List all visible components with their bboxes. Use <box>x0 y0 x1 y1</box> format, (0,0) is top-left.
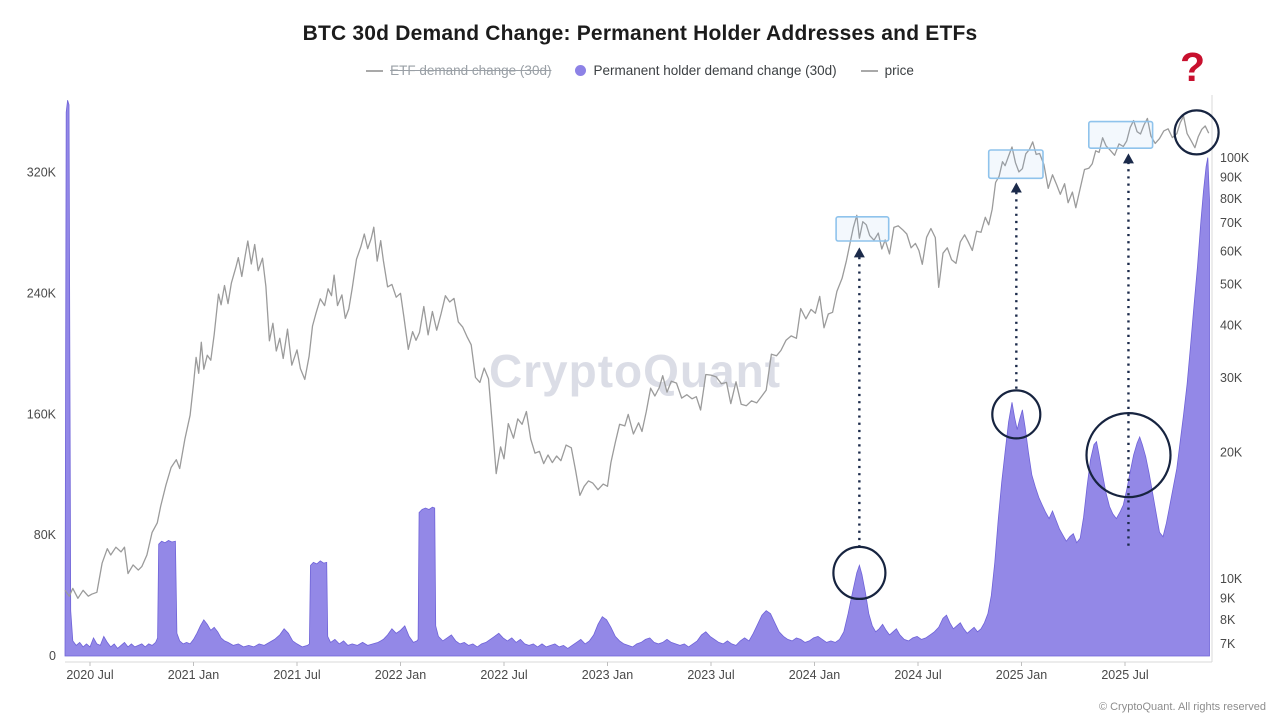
x-axis-tick-label: 2024 Jan <box>789 668 840 682</box>
price-line <box>64 115 1210 599</box>
right-axis-tick-label: 9K <box>1220 591 1236 605</box>
annotation-arrowhead-icon <box>1122 153 1134 164</box>
cryptoquant-watermark: CryptoQuant <box>488 345 782 397</box>
right-axis-tick-label: 8K <box>1220 613 1236 627</box>
right-axis-tick-label: 30K <box>1220 371 1243 385</box>
left-axis-tick-label: 80K <box>34 528 57 542</box>
annotation-box <box>835 216 890 242</box>
annotation-box <box>987 149 1044 180</box>
permanent-holder-demand-area <box>64 100 1210 657</box>
x-axis-tick-label: 2025 Jul <box>1101 668 1148 682</box>
annotation-arrowhead-icon <box>1010 182 1022 193</box>
right-axis-tick-label: 70K <box>1220 216 1243 230</box>
legend-item-permanent-holder[interactable]: Permanent holder demand change (30d) <box>575 63 837 78</box>
legend-label-price: price <box>884 63 914 78</box>
x-axis-tick-label: 2025 Jan <box>996 668 1047 682</box>
right-axis-tick-label: 60K <box>1220 244 1243 258</box>
annotation-circle <box>1085 412 1172 499</box>
left-axis-tick-label: 0 <box>49 649 56 663</box>
legend-label-etf-demand: ETF demand change (30d) <box>390 63 552 78</box>
x-axis-tick-label: 2023 Jul <box>687 668 734 682</box>
x-axis-tick-label: 2020 Jul <box>66 668 113 682</box>
question-mark-annotation: ? <box>1180 44 1206 90</box>
legend-item-etf-demand[interactable]: ETF demand change (30d) <box>366 63 551 78</box>
legend-item-price[interactable]: price <box>860 63 914 78</box>
right-axis-tick-label: 20K <box>1220 445 1243 459</box>
right-axis-tick-label: 80K <box>1220 192 1243 206</box>
x-axis-tick-label: 2023 Jan <box>582 668 633 682</box>
left-axis-tick-label: 160K <box>27 407 57 421</box>
right-axis-tick-label: 50K <box>1220 278 1243 292</box>
annotation-circle <box>1173 109 1220 156</box>
x-axis-tick-label: 2021 Jul <box>273 668 320 682</box>
annotation-circle <box>991 389 1042 440</box>
chart-title: BTC 30d Demand Change: Permanent Holder … <box>302 22 978 45</box>
x-axis-tick-label: 2024 Jul <box>894 668 941 682</box>
right-axis-tick-label: 90K <box>1220 170 1243 184</box>
permanent-holder-dot-icon <box>575 65 587 76</box>
chart-legend: ETF demand change (30d) Permanent holder… <box>0 63 1280 78</box>
copyright-notice: © CryptoQuant. All rights reserved <box>1098 701 1266 713</box>
annotation-box <box>1088 120 1154 149</box>
right-axis-tick-label: 40K <box>1220 319 1243 333</box>
left-axis-tick-label: 320K <box>27 166 57 180</box>
left-axis-tick-label: 240K <box>27 287 57 301</box>
etf-line-swatch-icon <box>366 69 384 72</box>
legend-label-permanent-holder: Permanent holder demand change (30d) <box>593 63 837 78</box>
x-axis-tick-label: 2022 Jan <box>375 668 426 682</box>
x-axis-tick-label: 2022 Jul <box>480 668 527 682</box>
right-axis-tick-label: 7K <box>1220 637 1236 651</box>
right-axis-tick-label: 10K <box>1220 572 1243 586</box>
annotation-circle <box>832 545 887 601</box>
right-axis-tick-label: 100K <box>1220 151 1250 165</box>
price-line-swatch-icon <box>860 69 878 72</box>
x-axis-tick-label: 2021 Jan <box>168 668 219 682</box>
annotation-arrowhead-icon <box>853 247 865 258</box>
